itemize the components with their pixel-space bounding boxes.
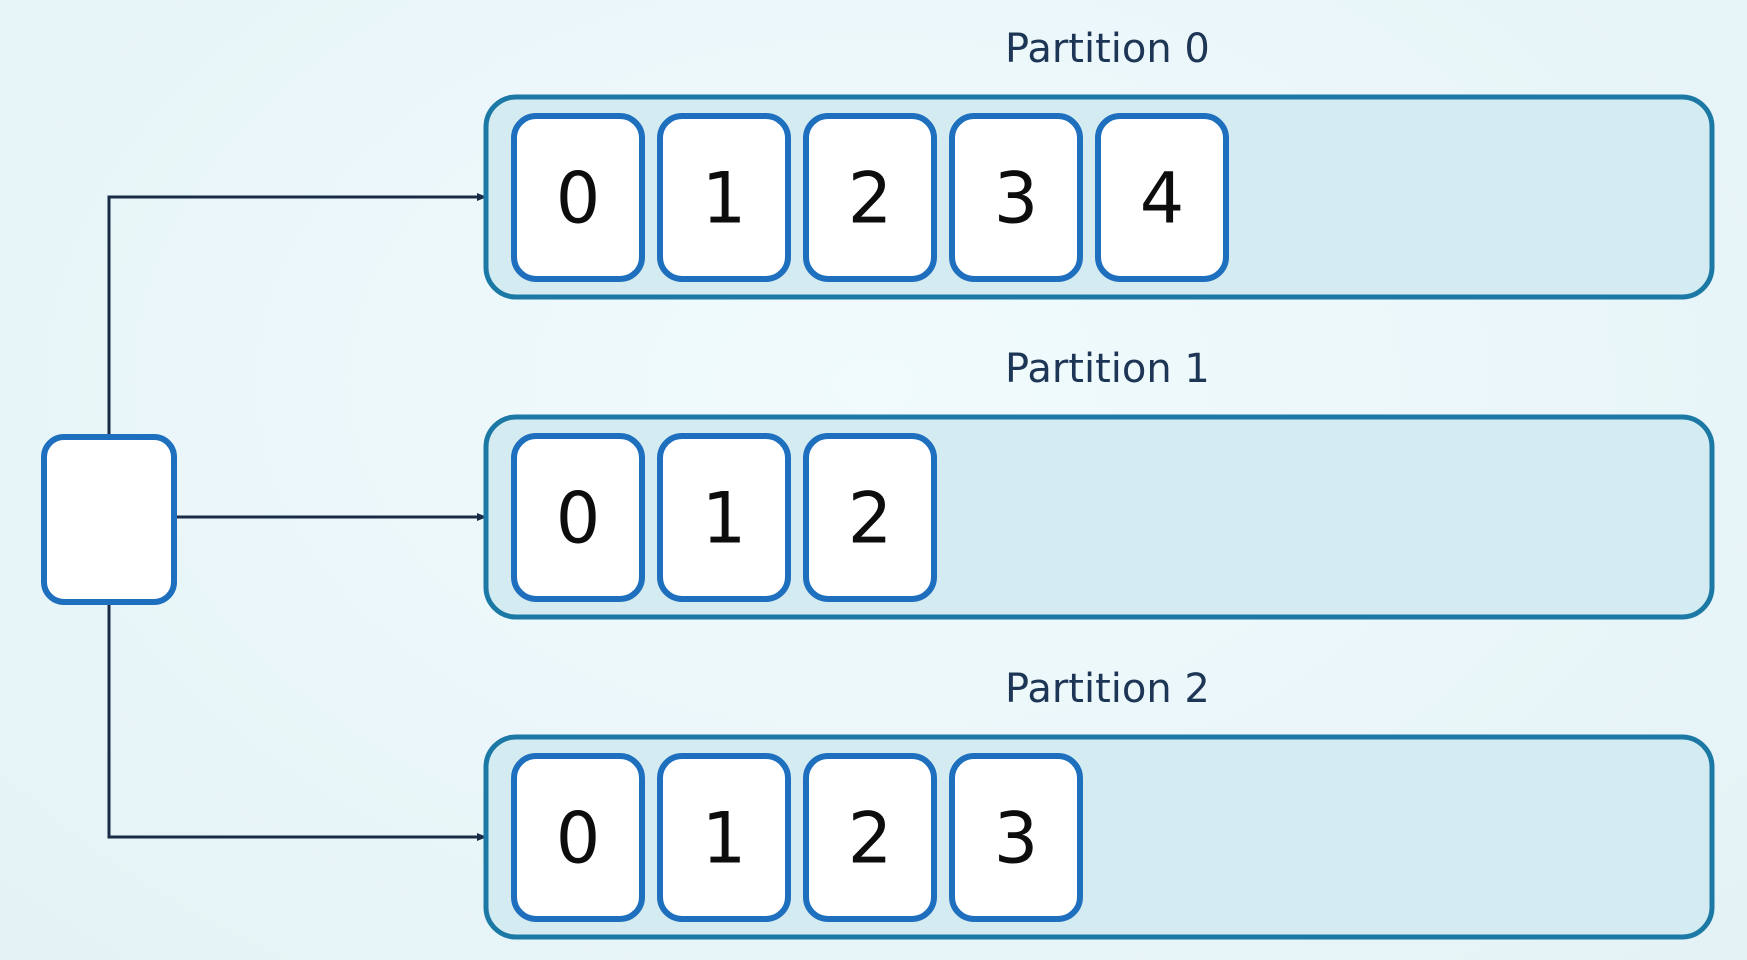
offset-label: 2 (848, 798, 893, 880)
producer-group (41, 434, 177, 605)
partition-1: Partition 1 0 1 2 (483, 346, 1715, 620)
connector-group (107, 193, 487, 841)
offset-cell-box (1095, 113, 1229, 282)
offset-label: 2 (848, 478, 893, 560)
offset-cell-box (803, 753, 937, 922)
offset-cell-box (511, 753, 645, 922)
offset-cell-box (511, 433, 645, 602)
offset-label: 1 (702, 798, 747, 880)
arrow-to-partition-0 (107, 193, 487, 437)
offset-cell: 0 (511, 433, 645, 602)
offset-cell-box (803, 113, 937, 282)
offset-cell: 1 (657, 433, 791, 602)
offset-cell-box (657, 753, 791, 922)
offset-label: 2 (848, 158, 893, 240)
partition-title: Partition 1 (1005, 346, 1210, 392)
offset-label: 3 (994, 158, 1039, 240)
offset-label: 3 (994, 798, 1039, 880)
offset-cell: 2 (803, 113, 937, 282)
offset-cell-box (949, 753, 1083, 922)
offset-cell-box (803, 433, 937, 602)
partition-title: Partition 0 (1005, 26, 1210, 72)
offset-label: 0 (556, 798, 601, 880)
partition-title: Partition 2 (1005, 666, 1210, 712)
offset-cell: 1 (657, 113, 791, 282)
offset-cell: 0 (511, 113, 645, 282)
offset-cell: 2 (803, 753, 937, 922)
partition-container (483, 734, 1715, 940)
offset-cell: 1 (657, 753, 791, 922)
offset-cell-box (949, 113, 1083, 282)
offset-cell: 4 (1095, 113, 1229, 282)
arrow-to-partition-2 (107, 602, 487, 841)
offset-label: 0 (556, 478, 601, 560)
offset-label: 0 (556, 158, 601, 240)
partition-2: Partition 2 0 1 2 3 (483, 666, 1715, 940)
partition-0: Partition 0 0 1 2 3 4 (483, 26, 1715, 300)
offset-cell-box (657, 113, 791, 282)
offset-cell: 3 (949, 113, 1083, 282)
producer-box (41, 434, 177, 605)
partition-container (483, 414, 1715, 620)
offset-cell-box (657, 433, 791, 602)
offset-label: 1 (702, 158, 747, 240)
offset-label: 4 (1140, 158, 1185, 240)
offset-cell: 0 (511, 753, 645, 922)
offset-cell: 2 (803, 433, 937, 602)
offset-cell: 3 (949, 753, 1083, 922)
offset-label: 1 (702, 478, 747, 560)
offset-cell-box (511, 113, 645, 282)
